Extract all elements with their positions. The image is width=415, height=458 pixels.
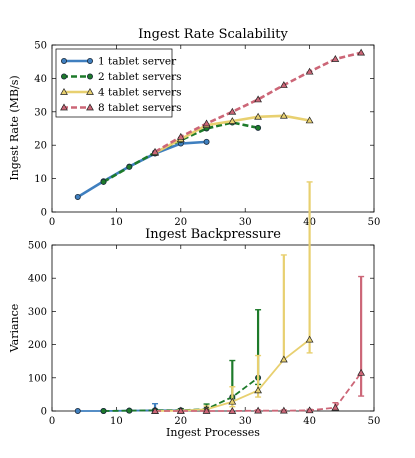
data-point (279, 355, 288, 363)
x-tick-label: 40 (303, 416, 316, 427)
data-point (228, 107, 237, 115)
legend-marker (60, 103, 68, 111)
data-point (279, 111, 288, 119)
y-tick-label: 50 (34, 41, 47, 52)
series-line (77, 140, 207, 199)
data-point (100, 407, 107, 414)
y-tick-label: 300 (28, 307, 47, 318)
data-point (255, 124, 262, 131)
legend-label: 1 tablet server (98, 56, 177, 68)
data-point (305, 406, 314, 414)
x-tick-label: 30 (239, 416, 252, 427)
y-tick-label: 500 (28, 241, 47, 252)
data-point (151, 147, 159, 155)
series-4 (151, 275, 366, 414)
data-point (126, 407, 133, 414)
series-4 (151, 48, 366, 155)
y-tick-label: 0 (41, 208, 47, 219)
data-point (100, 178, 107, 185)
series-line (154, 51, 362, 154)
legend: 1 tablet server 2 tablet servers 4 tablet … (55, 48, 182, 118)
data-point (254, 386, 262, 394)
y-tick-label: 40 (34, 74, 47, 85)
legend-marker (87, 73, 94, 80)
data-point (228, 397, 237, 405)
plot-frame (51, 244, 375, 412)
y-tick-label: 10 (34, 174, 47, 185)
legend-marker (87, 58, 94, 65)
backpressure-panel: Ingest Backpressure Variance Ingest Proc… (8, 181, 380, 439)
y-tick-label: 200 (28, 340, 47, 351)
legend-label: 4 tablet servers (98, 87, 182, 99)
data-point (202, 119, 211, 127)
data-point (254, 406, 262, 414)
data-point (305, 67, 314, 75)
x-axis-label: Ingest Processes (166, 426, 260, 439)
y-tick-label: 100 (28, 373, 47, 384)
legend-marker (86, 103, 94, 111)
ingest-rate-panel: Ingest Rate Scalability Ingest Rate (MB/… (8, 27, 380, 228)
data-point (228, 117, 237, 124)
series-layer (74, 181, 366, 414)
data-point (357, 368, 366, 376)
data-point (357, 48, 366, 56)
legend-marker (60, 87, 68, 95)
x-tick-label: 30 (239, 217, 252, 228)
data-point (126, 163, 133, 170)
data-point (203, 138, 210, 145)
data-point (254, 95, 262, 103)
data-point (74, 193, 81, 200)
chart-title: Ingest Backpressure (145, 227, 281, 242)
data-point (331, 403, 340, 411)
data-point (202, 406, 211, 414)
series-layer (74, 48, 366, 200)
y-tick-label: 400 (28, 274, 47, 285)
data-point (74, 407, 81, 414)
legend-marker (86, 87, 94, 95)
legend-marker (61, 73, 68, 80)
chart-title: Ingest Rate Scalability (138, 27, 288, 42)
legend-label: 2 tablet servers (98, 71, 182, 83)
x-tick-label: 10 (110, 217, 123, 228)
data-point (228, 406, 237, 414)
data-point (279, 81, 288, 88)
x-tick-label: 0 (49, 217, 55, 228)
x-tick-label: 20 (174, 416, 187, 427)
y-axis-label: Ingest Rate (MB/s) (8, 75, 21, 180)
x-tick-label: 0 (49, 416, 55, 427)
y-tick-label: 30 (34, 107, 47, 118)
data-point (151, 406, 159, 414)
data-point (305, 335, 314, 343)
y-axis-label: Variance (8, 304, 21, 354)
y-tick-label: 20 (34, 141, 47, 152)
legend-label: 8 tablet servers (98, 102, 182, 114)
x-tick-label: 20 (174, 217, 187, 228)
data-point (331, 55, 340, 62)
y-tick-label: 0 (41, 407, 47, 418)
x-tick-label: 50 (368, 416, 381, 427)
axis-ticks: 0102030405001020304050 (34, 41, 380, 229)
data-point (254, 112, 262, 120)
data-point (176, 132, 185, 140)
legend-marker (61, 58, 68, 65)
x-tick-label: 10 (110, 416, 123, 427)
data-point (176, 406, 185, 414)
x-tick-label: 50 (368, 217, 381, 228)
data-point (279, 406, 288, 414)
data-point (305, 116, 314, 124)
